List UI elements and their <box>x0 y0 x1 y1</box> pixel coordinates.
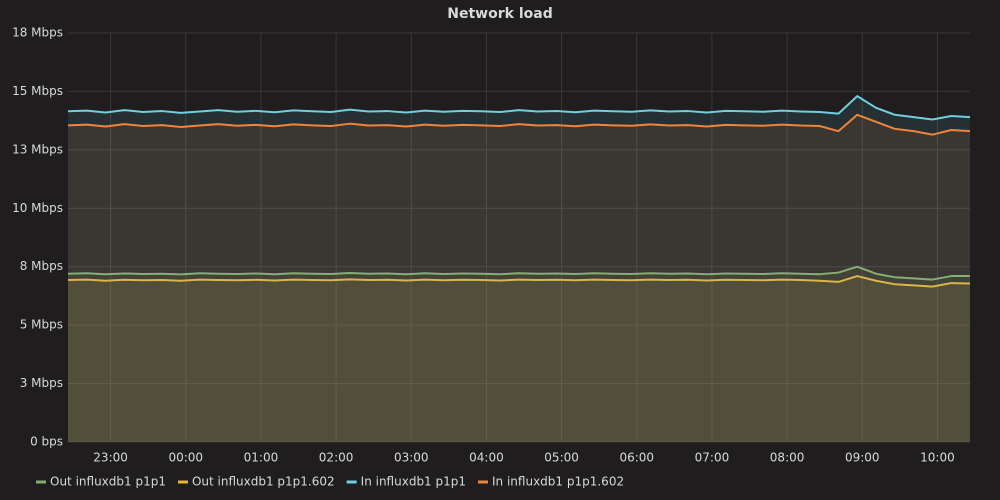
series-area <box>68 96 970 442</box>
y-tick-label: 10 Mbps <box>12 201 63 215</box>
legend-item: In influxdb1 p1p1.602 <box>478 475 624 489</box>
legend-item: In influxdb1 p1p1 <box>346 475 466 489</box>
x-tick-label: 05:00 <box>544 451 579 465</box>
y-tick-label: 0 bps <box>30 435 63 449</box>
legend-label: In influxdb1 p1p1.602 <box>492 475 624 489</box>
series-line <box>67 113 971 136</box>
x-tick-label: 07:00 <box>695 451 730 465</box>
x-tick-label: 23:00 <box>93 451 128 465</box>
x-tick-label: 03:00 <box>394 451 429 465</box>
series-line <box>67 275 971 288</box>
series-line <box>67 265 970 281</box>
x-tick-label: 09:00 <box>845 451 880 465</box>
y-tick-label: 5 Mbps <box>20 318 63 332</box>
series-area <box>68 114 970 443</box>
y-tick-label: 13 Mbps <box>12 142 63 156</box>
legend-item: Out influxdb1 p1p1.602 <box>177 475 335 489</box>
y-tick-label: 15 Mbps <box>12 84 63 98</box>
y-tick-label: 8 Mbps <box>20 259 63 273</box>
series-area <box>68 266 970 442</box>
chart-title: Network load <box>447 6 552 22</box>
y-tick-label: 18 Mbps <box>12 26 63 40</box>
x-tick-label: 10:00 <box>920 451 955 465</box>
x-tick-label: 00:00 <box>168 451 203 465</box>
x-tick-label: 06:00 <box>619 451 654 465</box>
legend-label: Out influxdb1 p1p1.602 <box>192 475 335 489</box>
legend-item: Out influxdb1 p1p1 <box>36 475 166 489</box>
y-tick-label: 3 Mbps <box>20 376 63 390</box>
x-tick-label: 08:00 <box>770 451 805 465</box>
legend-label: In influxdb1 p1p1 <box>361 475 466 489</box>
legend-label: Out influxdb1 p1p1 <box>50 475 166 489</box>
series-area <box>68 276 970 442</box>
x-tick-label: 01:00 <box>244 451 279 465</box>
x-tick-label: 02:00 <box>319 451 354 465</box>
series-line <box>67 95 971 121</box>
x-tick-label: 04:00 <box>469 451 504 465</box>
